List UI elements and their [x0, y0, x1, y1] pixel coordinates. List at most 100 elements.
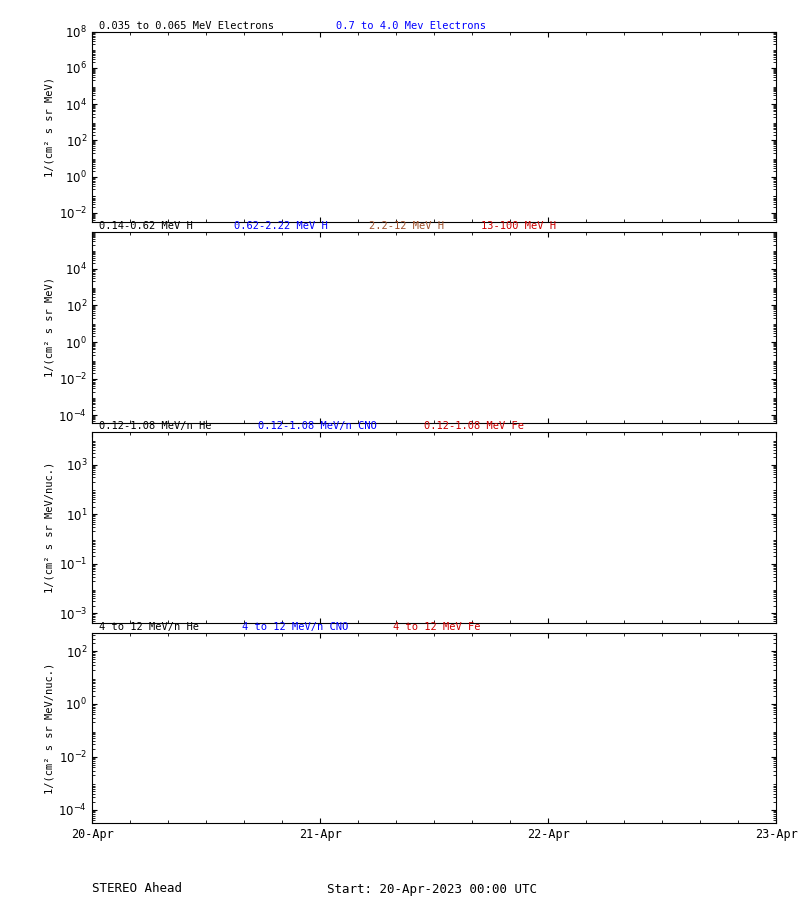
Point: [182, 560, 195, 574]
Point: [551, 404, 564, 419]
Point: [115, 202, 128, 217]
Point: [351, 334, 364, 348]
Point: [639, 566, 652, 580]
Point: [658, 588, 671, 602]
Point: [151, 332, 164, 347]
Point: [113, 586, 126, 600]
Point: [470, 561, 483, 575]
Point: [212, 365, 225, 380]
Point: [400, 334, 413, 348]
Point: [499, 806, 512, 820]
Point: [258, 333, 270, 347]
Point: [162, 584, 174, 598]
Point: [600, 580, 613, 595]
Point: [411, 802, 424, 816]
Point: [274, 564, 286, 579]
Point: [458, 580, 470, 595]
Point: [188, 580, 201, 595]
Point: [410, 200, 423, 214]
Point: [308, 363, 321, 377]
Point: [116, 406, 129, 420]
Point: [417, 558, 430, 572]
Point: [183, 364, 196, 379]
Point: [266, 406, 278, 420]
Point: [162, 196, 174, 211]
Point: [691, 300, 704, 314]
Point: [589, 111, 602, 125]
Point: [238, 577, 250, 591]
Point: [453, 334, 466, 348]
Point: [702, 375, 714, 390]
Point: [661, 556, 674, 571]
Point: [660, 375, 673, 390]
Point: [638, 105, 650, 120]
Point: [268, 140, 281, 155]
Point: [335, 411, 348, 426]
Point: [91, 577, 104, 591]
Point: [303, 577, 316, 591]
Point: [278, 806, 290, 821]
Point: [118, 580, 130, 595]
Point: [588, 213, 601, 228]
Point: [762, 535, 775, 549]
Point: [214, 802, 226, 816]
Point: [727, 297, 740, 311]
Point: [462, 587, 474, 601]
Point: [716, 298, 729, 312]
Point: [717, 566, 730, 580]
Point: [454, 208, 466, 222]
Point: [638, 382, 651, 396]
Point: [418, 804, 430, 818]
Point: [160, 579, 173, 593]
Point: [713, 798, 726, 813]
Point: [140, 805, 153, 819]
Point: [213, 409, 226, 423]
Point: [397, 796, 410, 810]
Point: [167, 580, 180, 594]
Point: [414, 367, 427, 382]
Point: [315, 796, 328, 811]
Point: [603, 321, 616, 336]
Point: [554, 561, 567, 575]
Point: [548, 333, 561, 347]
Point: [121, 409, 134, 423]
Point: [337, 806, 350, 820]
Point: [363, 581, 376, 596]
Point: [679, 303, 692, 318]
Point: [249, 210, 262, 224]
Point: [422, 585, 434, 599]
Point: [539, 410, 552, 424]
Point: [603, 206, 616, 220]
Point: [499, 333, 512, 347]
Point: [508, 562, 521, 576]
Point: [370, 811, 383, 825]
Point: [426, 807, 439, 822]
Point: [187, 802, 200, 816]
Point: [556, 814, 569, 828]
Point: [298, 800, 310, 814]
Point: [618, 108, 631, 122]
Point: [754, 785, 767, 799]
Point: [540, 591, 553, 606]
Point: [278, 365, 291, 380]
Point: [730, 210, 742, 224]
Point: [302, 364, 314, 379]
Point: [750, 501, 763, 516]
Point: [188, 803, 201, 817]
Point: [624, 562, 637, 577]
Point: [137, 580, 150, 595]
Point: [288, 408, 301, 422]
Point: [205, 365, 218, 380]
Point: [224, 412, 237, 427]
Point: [469, 141, 482, 156]
Point: [736, 544, 749, 558]
Point: [634, 799, 646, 814]
Point: [382, 580, 394, 594]
Point: [539, 332, 552, 347]
Point: [642, 385, 654, 400]
Point: [379, 805, 392, 819]
Point: [720, 372, 733, 386]
Point: [294, 582, 306, 597]
Point: [430, 204, 443, 219]
Point: [483, 593, 496, 608]
